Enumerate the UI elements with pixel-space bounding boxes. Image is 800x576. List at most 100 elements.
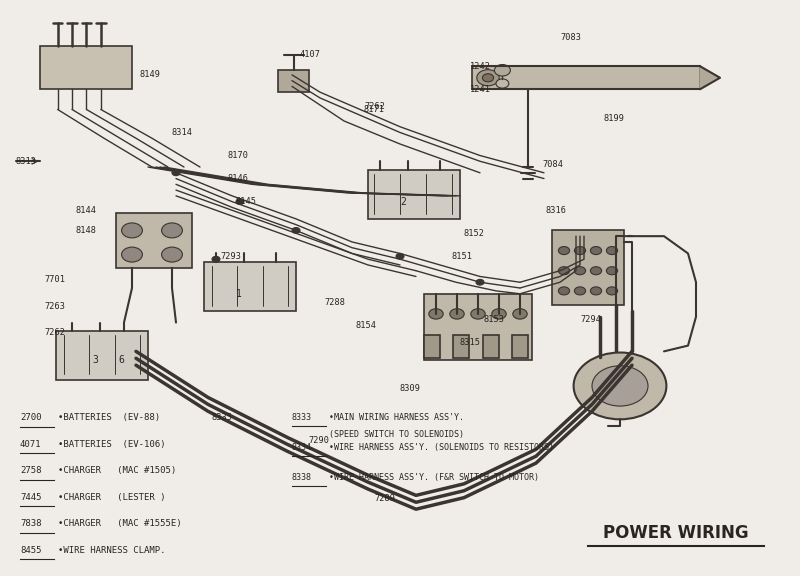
Circle shape [513, 309, 527, 319]
Circle shape [429, 309, 443, 319]
Text: 1241: 1241 [470, 85, 491, 94]
Text: 8171: 8171 [364, 105, 385, 114]
Circle shape [574, 353, 666, 419]
Circle shape [492, 309, 506, 319]
Circle shape [477, 70, 499, 86]
Circle shape [606, 267, 618, 275]
Text: 8153: 8153 [484, 315, 505, 324]
Text: 7288: 7288 [324, 298, 345, 307]
Text: 8145: 8145 [236, 197, 257, 206]
Text: 8149: 8149 [140, 70, 161, 79]
Bar [512, 335, 528, 358]
Bar [116, 213, 192, 268]
Bar [204, 262, 296, 311]
Text: 8199: 8199 [604, 113, 625, 123]
Text: 7701: 7701 [44, 275, 65, 284]
Text: POWER WIRING: POWER WIRING [603, 524, 749, 542]
Text: 8154: 8154 [356, 321, 377, 330]
Circle shape [606, 247, 618, 255]
Bar [552, 230, 624, 305]
Circle shape [396, 253, 404, 259]
Circle shape [292, 228, 300, 233]
Text: 7838: 7838 [20, 519, 42, 528]
Bar [56, 331, 148, 380]
Circle shape [482, 74, 494, 82]
Text: 6: 6 [118, 355, 124, 365]
Text: 8314: 8314 [172, 128, 193, 137]
Text: •MAIN WIRING HARNESS ASS'Y.: •MAIN WIRING HARNESS ASS'Y. [329, 413, 464, 422]
Circle shape [476, 279, 484, 285]
Circle shape [558, 267, 570, 275]
Circle shape [574, 267, 586, 275]
Circle shape [122, 247, 142, 262]
Text: •CHARGER   (LESTER ): •CHARGER (LESTER ) [58, 492, 166, 502]
Text: 2: 2 [400, 196, 406, 207]
Text: •BATTERIES  (EV-106): •BATTERIES (EV-106) [58, 439, 166, 449]
Circle shape [236, 199, 244, 204]
Polygon shape [700, 66, 720, 89]
Text: 8146: 8146 [228, 174, 249, 183]
Text: 7083: 7083 [560, 33, 581, 42]
Circle shape [172, 170, 180, 176]
Text: •BATTERIES  (EV-88): •BATTERIES (EV-88) [58, 413, 161, 422]
Bar [424, 335, 440, 358]
Text: 1242: 1242 [470, 62, 491, 71]
Text: 7263: 7263 [44, 302, 65, 311]
Bar [424, 294, 532, 360]
Text: 7084: 7084 [542, 160, 563, 169]
Text: 8309: 8309 [400, 384, 421, 393]
Text: 4071: 4071 [20, 439, 42, 449]
Text: 2700: 2700 [20, 413, 42, 422]
Bar [368, 170, 460, 219]
Bar [454, 335, 470, 358]
Text: 8144: 8144 [76, 206, 97, 215]
Text: 8335: 8335 [212, 413, 233, 422]
Text: 8316: 8316 [546, 206, 566, 215]
Bar [482, 335, 498, 358]
Text: •WIRE HARNESS ASS'Y. (F&R SWITCH TO MOTOR): •WIRE HARNESS ASS'Y. (F&R SWITCH TO MOTO… [329, 473, 539, 482]
Circle shape [574, 287, 586, 295]
Bar [278, 70, 309, 92]
Circle shape [470, 309, 486, 319]
Bar [472, 66, 700, 89]
Text: 8455: 8455 [20, 545, 42, 555]
Circle shape [558, 247, 570, 255]
Text: •CHARGER   (MAC #1505): •CHARGER (MAC #1505) [58, 466, 177, 475]
Text: 7289: 7289 [374, 494, 395, 503]
Circle shape [590, 267, 602, 275]
Text: 8313: 8313 [16, 157, 37, 166]
Text: •CHARGER   (MAC #1555E): •CHARGER (MAC #1555E) [58, 519, 182, 528]
Text: 4107: 4107 [300, 50, 321, 59]
Text: 8170: 8170 [228, 151, 249, 160]
Text: •WIRE HARNESS CLAMP.: •WIRE HARNESS CLAMP. [58, 545, 166, 555]
Circle shape [590, 287, 602, 295]
Circle shape [494, 65, 510, 76]
Circle shape [162, 247, 182, 262]
Text: 7262: 7262 [364, 102, 385, 111]
Text: 3: 3 [92, 355, 98, 365]
Text: 8315: 8315 [460, 338, 481, 347]
Circle shape [592, 366, 648, 406]
Circle shape [606, 287, 618, 295]
Text: 8148: 8148 [76, 226, 97, 235]
Text: 7445: 7445 [20, 492, 42, 502]
Text: 7294: 7294 [580, 315, 601, 324]
Text: 2758: 2758 [20, 466, 42, 475]
Circle shape [450, 309, 464, 319]
Circle shape [590, 247, 602, 255]
Text: 8334: 8334 [292, 443, 312, 452]
Circle shape [558, 287, 570, 295]
Circle shape [496, 79, 509, 88]
Circle shape [212, 256, 220, 262]
Text: (SPEED SWITCH TO SOLENOIDS): (SPEED SWITCH TO SOLENOIDS) [329, 430, 464, 439]
Circle shape [162, 223, 182, 238]
Text: 7290: 7290 [308, 436, 329, 445]
Bar [40, 46, 132, 89]
Text: 1: 1 [236, 289, 242, 299]
Text: 7262: 7262 [44, 328, 65, 337]
Circle shape [574, 247, 586, 255]
Text: 8151: 8151 [452, 252, 473, 261]
Text: 8333: 8333 [292, 413, 312, 422]
Circle shape [122, 223, 142, 238]
Text: 8152: 8152 [464, 229, 485, 238]
